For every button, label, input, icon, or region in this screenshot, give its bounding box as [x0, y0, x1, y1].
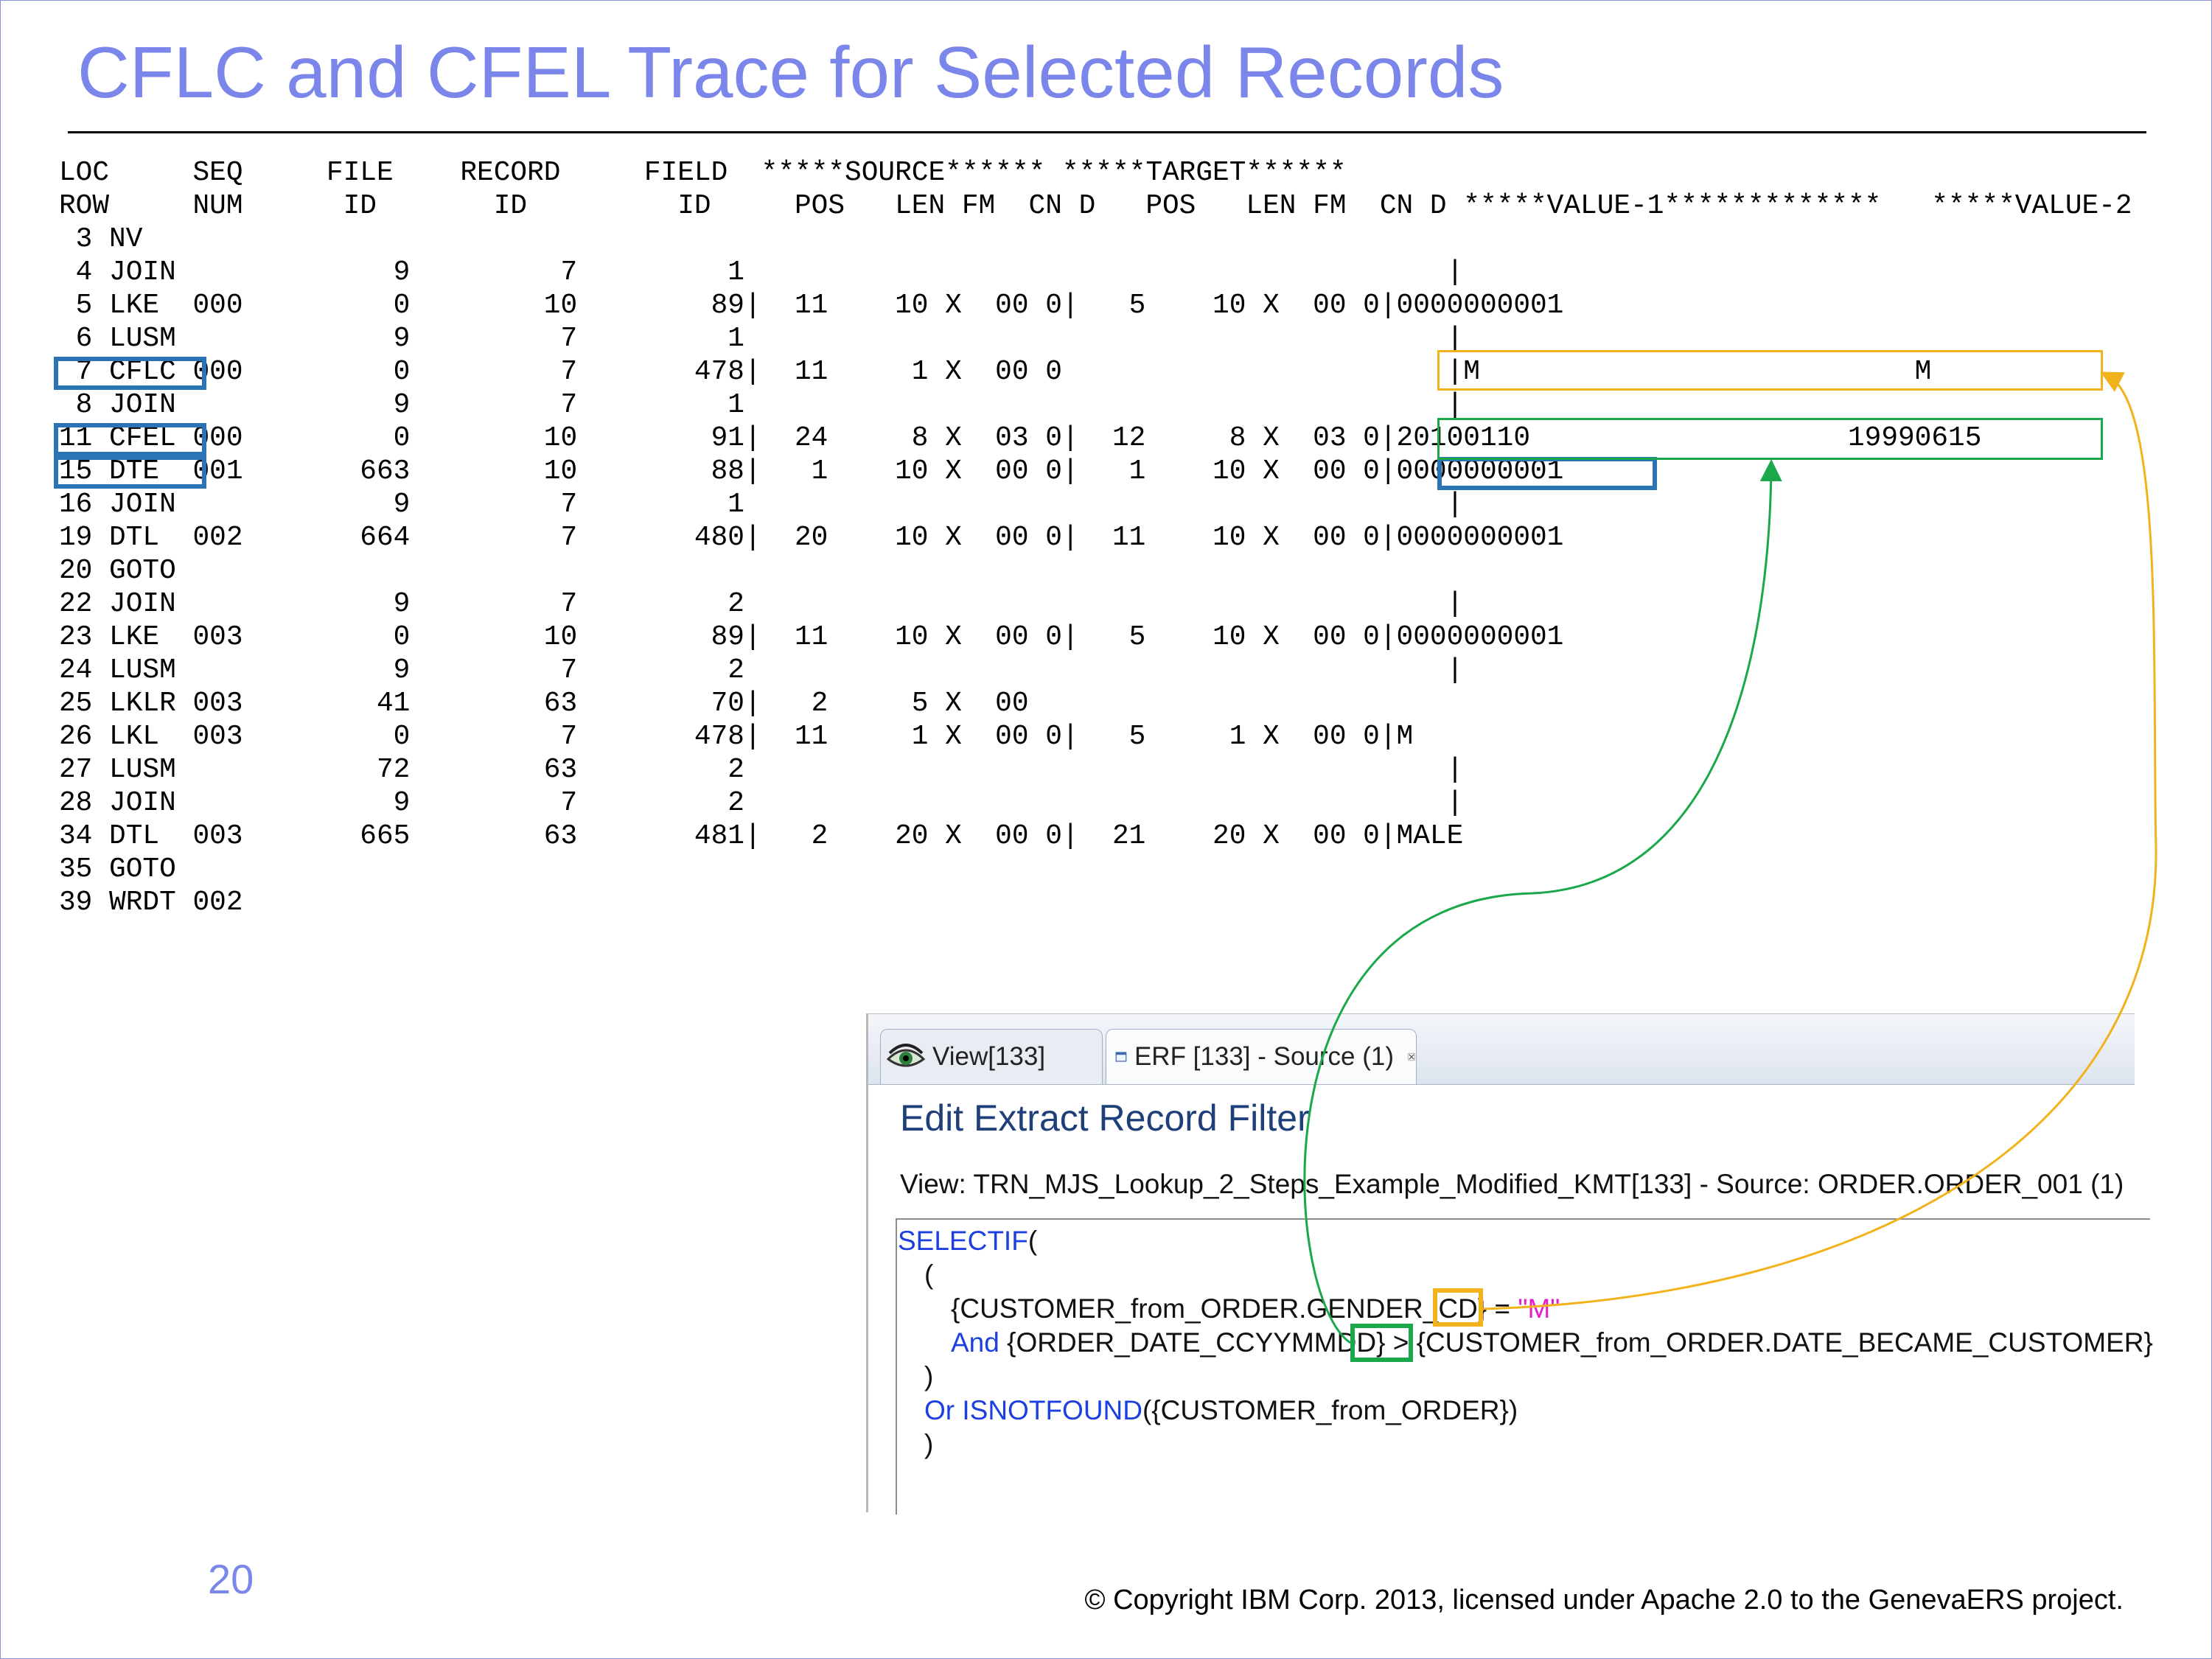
code-text: (	[1028, 1226, 1038, 1256]
code-keyword: SELECTIF	[898, 1226, 1028, 1256]
trace-row: 8 JOIN 9 7 1 |	[59, 390, 1464, 421]
trace-row: 4 JOIN 9 7 1 |	[59, 257, 1464, 288]
code-line: )	[924, 1429, 934, 1459]
trace-row: 5 LKE 000 0 10 89| 11 10 X 00 0| 5 10 X …	[59, 290, 1564, 321]
code-line: And {ORDER_DATE_CCYYMMDD} > {CUSTOMER_fr…	[951, 1326, 2153, 1360]
view-source-line: View: TRN_MJS_Lookup_2_Steps_Example_Mod…	[900, 1169, 2124, 1199]
cflc-values-highlight	[1437, 350, 2103, 391]
trace-row: 28 JOIN 9 7 2 |	[59, 788, 1464, 819]
code-keyword: Or ISNOTFOUND	[924, 1395, 1142, 1425]
code-field: {CUSTOMER_from_ORDER.GENDER_CD}	[951, 1293, 1487, 1324]
tab-erf-label: ERF [133] - Source (1)	[1134, 1042, 1395, 1071]
trace-row: 11 CFEL 000 0 10 91| 24 8 X 03 0| 12 8 X…	[59, 423, 1982, 454]
editor-tab-bar: View[133] ERF [133] - Source (1)	[868, 1014, 2135, 1085]
trace-header-line: LOC SEQ FILE RECORD FIELD *****SOURCE***…	[59, 158, 1347, 189]
code-line: )	[924, 1361, 934, 1391]
trace-row: 7 CFLC 000 0 7 478| 11 1 X 00 0 |M M	[59, 357, 1932, 388]
copyright-notice: © Copyright IBM Corp. 2013, licensed und…	[1084, 1585, 2124, 1616]
code-line: SELECTIF(	[898, 1224, 1037, 1258]
tab-view-label: View[133]	[932, 1042, 1046, 1071]
trace-row: 25 LKLR 003 41 63 70| 2 5 X 00	[59, 688, 1029, 719]
eye-icon	[886, 1044, 926, 1067]
trace-row: 34 DTL 003 665 63 481| 2 20 X 00 0| 21 2…	[59, 821, 1464, 852]
window-icon	[1115, 1052, 1127, 1062]
equals-operator-highlight	[1433, 1288, 1483, 1327]
trace-row: 19 DTL 002 664 7 480| 20 10 X 00 0| 11 1…	[59, 523, 1564, 553]
green-connector-line	[1303, 459, 1782, 1344]
title-divider	[68, 131, 2146, 133]
trace-row: 26 LKL 003 0 7 478| 11 1 X 00 0| 5 1 X 0…	[59, 722, 1414, 752]
cflc-row-highlight	[54, 357, 206, 390]
code-text: ({CUSTOMER_from_ORDER})	[1142, 1395, 1518, 1425]
slide-title: CFLC and CFEL Trace for Selected Records	[77, 32, 1504, 113]
trace-row: 24 LUSM 9 7 2 |	[59, 655, 1464, 686]
trace-row: 35 GOTO	[59, 854, 176, 885]
cfel-row-highlight	[54, 423, 206, 456]
code-field: {CUSTOMER_from_ORDER.DATE_BECAME_CUSTOME…	[1416, 1327, 2153, 1358]
trace-row: 15 DTE 001 663 10 88| 1 10 X 00 0| 1 10 …	[59, 456, 1564, 487]
trace-row: 20 GOTO	[59, 556, 176, 587]
erf-editor-panel: View[133] ERF [133] - Source (1) Edit Ex…	[866, 1013, 2153, 1515]
trace-row: 16 JOIN 9 7 1 |	[59, 489, 1464, 520]
trace-row: 22 JOIN 9 7 2 |	[59, 589, 1464, 620]
cfel-values-highlight	[1437, 418, 2103, 460]
code-field: {ORDER_DATE_CCYYMMDD}	[999, 1327, 1386, 1358]
code-line: (	[924, 1260, 934, 1290]
greater-than-operator-highlight	[1350, 1324, 1413, 1362]
trace-header-line: ROW NUM ID ID ID POS LEN FM CN D POS LEN…	[59, 191, 2132, 222]
trace-row: 23 LKE 003 0 10 89| 11 10 X 00 0| 5 10 X…	[59, 622, 1564, 653]
code-line: {CUSTOMER_from_ORDER.GENDER_CD} = "M"	[951, 1292, 1560, 1326]
trace-row: 6 LUSM 9 7 1 |	[59, 324, 1464, 354]
dte-row-highlight	[54, 455, 206, 489]
code-keyword: And	[951, 1327, 999, 1358]
orange-connector-line	[1482, 371, 2157, 1310]
page-number: 20	[208, 1556, 254, 1602]
tab-erf-source[interactable]: ERF [133] - Source (1)	[1106, 1029, 1417, 1084]
code-string: "M"	[1518, 1293, 1560, 1324]
close-icon[interactable]	[1407, 1046, 1416, 1068]
code-line: Or ISNOTFOUND({CUSTOMER_from_ORDER})	[924, 1394, 1518, 1428]
trace-row: 39 WRDT 002	[59, 887, 243, 918]
code-operator: >	[1385, 1327, 1417, 1358]
tab-view[interactable]: View[133]	[880, 1029, 1103, 1084]
trace-row: 3 NV	[59, 224, 143, 255]
editor-heading: Edit Extract Record Filter	[900, 1097, 1310, 1139]
trace-row: 27 LUSM 72 63 2 |	[59, 755, 1464, 786]
code-editor[interactable]: SELECTIF( ( {CUSTOMER_from_ORDER.GENDER_…	[896, 1218, 2153, 1515]
